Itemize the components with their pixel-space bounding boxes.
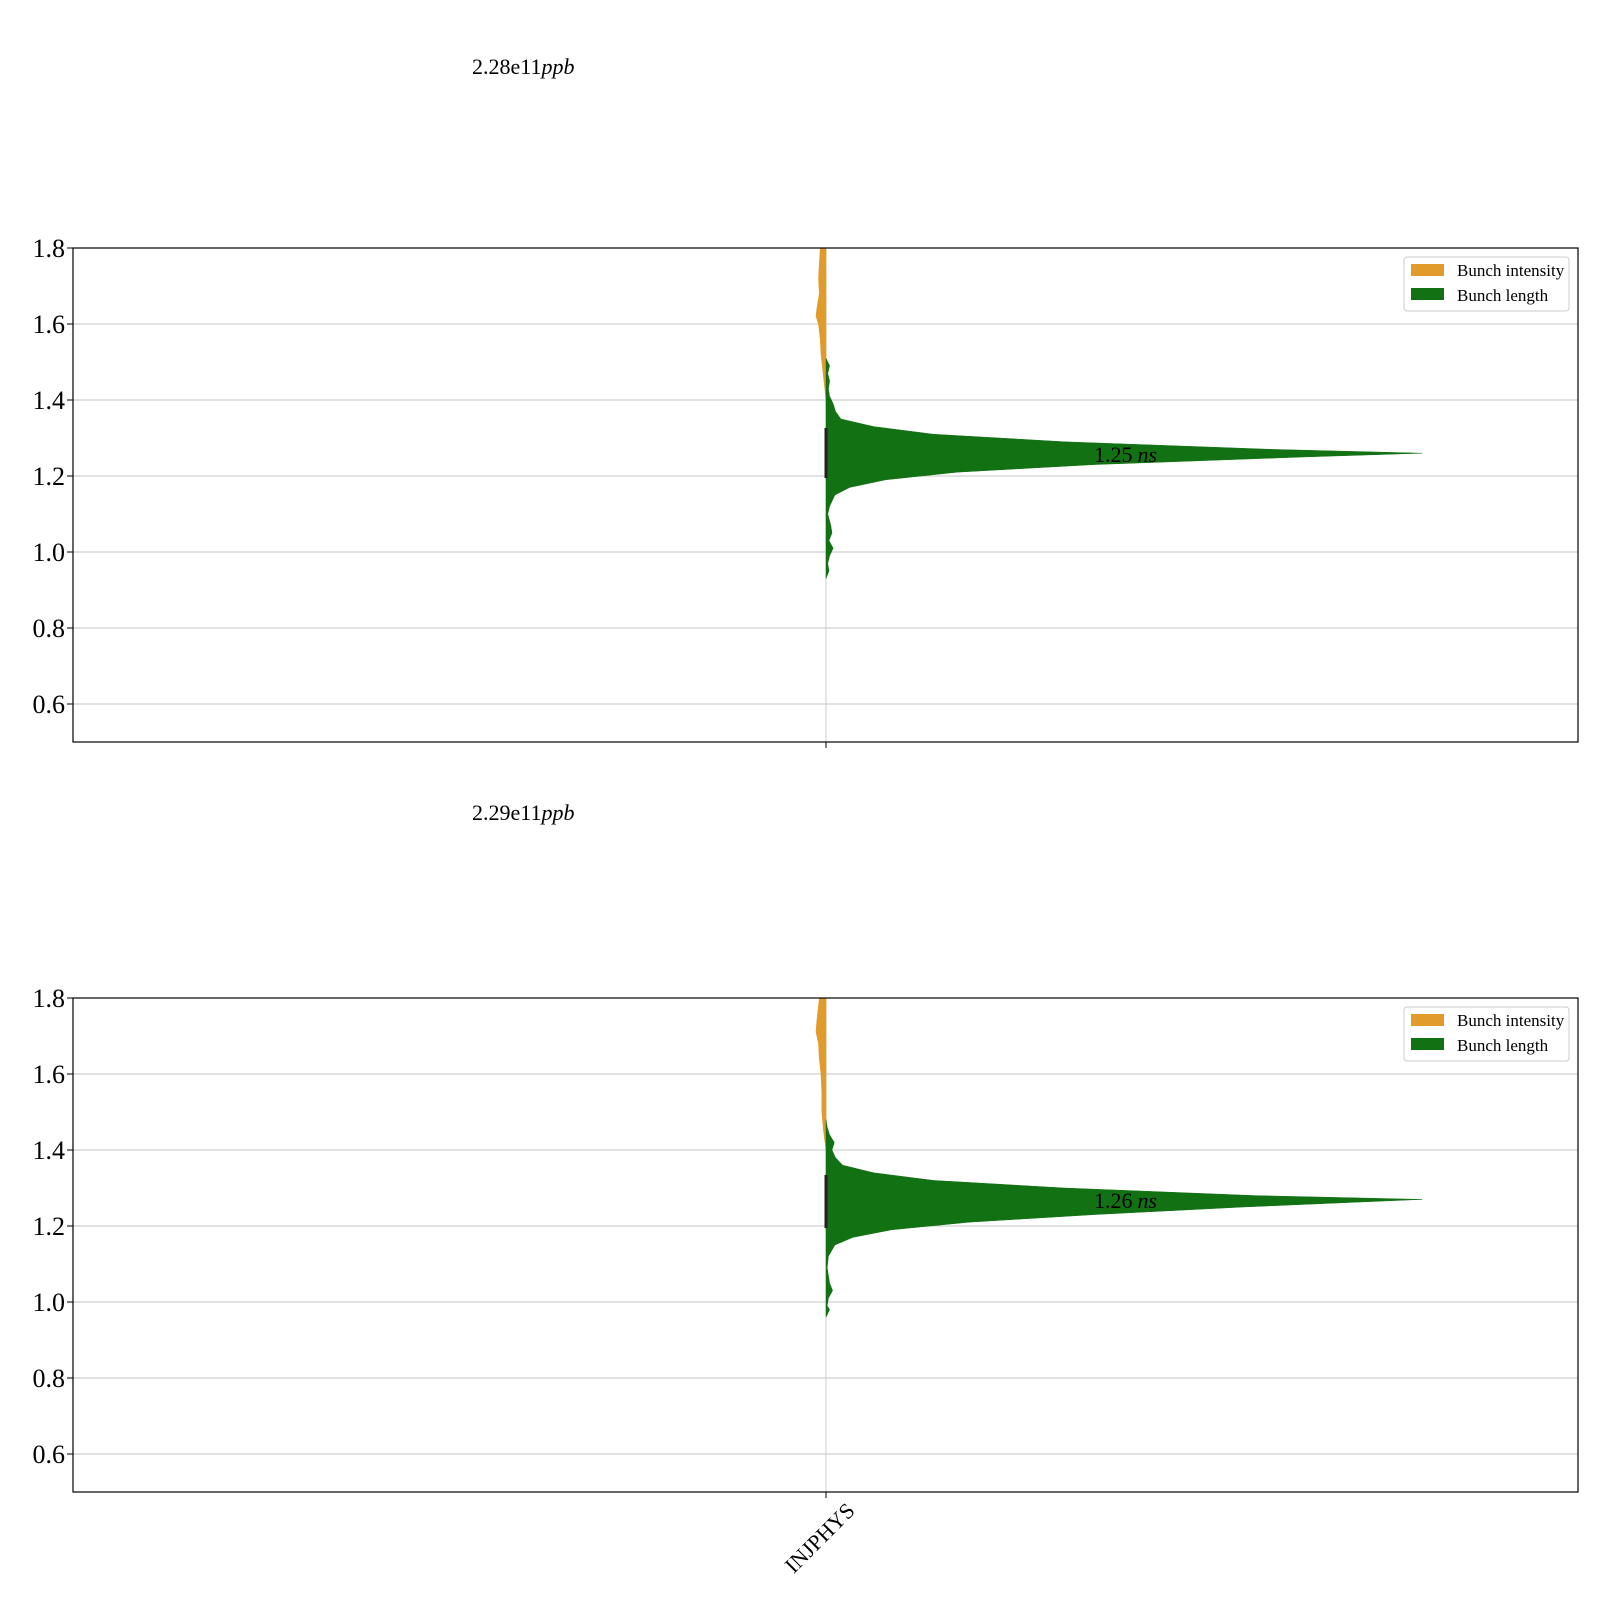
- bunch-length-label: 1.26 ns: [1094, 1188, 1157, 1213]
- legend-box: [1403, 256, 1570, 312]
- bunch-length-label-unit: ns: [1138, 442, 1158, 467]
- legend-swatch-bunch-intensity: [1411, 1014, 1444, 1026]
- y-axis-ticks: 0.6 0.8 1.0 1.2 1.4 1.6 1.8: [33, 234, 73, 719]
- y-tick-label: 1.8: [33, 984, 66, 1013]
- y-tick-label: 0.6: [33, 690, 66, 719]
- y-tick-label: 1.6: [33, 310, 66, 339]
- chart-panel-2: 2.29e11ppb 0.60.81.01.21.41.61.8 1.26 ns …: [33, 800, 1579, 1578]
- y-tick-label: 0.8: [33, 614, 66, 643]
- bunch-length-violin: [825, 358, 1423, 579]
- legend-swatch-bunch-length: [1411, 1038, 1444, 1050]
- legend: Bunch intensity Bunch length: [1403, 1006, 1570, 1062]
- y-tick-label: 1.6: [33, 1060, 66, 1089]
- y-tick-label: 1.8: [33, 234, 66, 263]
- annotation-value: 2.29e11: [472, 800, 541, 825]
- bunch-length-label-unit: ns: [1138, 1188, 1158, 1213]
- y-tick-label: 1.2: [33, 1212, 66, 1241]
- legend-label-bunch-intensity: Bunch intensity: [1457, 261, 1565, 280]
- y-tick-label: 1.4: [33, 386, 66, 415]
- legend-label-bunch-length: Bunch length: [1457, 1036, 1549, 1055]
- bunch-length-violin: [825, 1119, 1423, 1318]
- legend-swatch-bunch-intensity: [1411, 264, 1444, 276]
- bunch-length-label-value: 1.26: [1094, 1188, 1133, 1213]
- bunch-length-label-value: 1.25: [1094, 442, 1133, 467]
- y-tick-label: 0.6: [33, 1440, 66, 1469]
- legend: Bunch intensity Bunch length: [1403, 256, 1570, 312]
- y-axis-ticks: 0.6 0.8 1.0 1.2 1.4 1.6 1.8: [33, 984, 73, 1469]
- y-tick-label: 1.4: [33, 1136, 66, 1165]
- y-tick-label: 1.0: [33, 1288, 66, 1317]
- legend-swatch-bunch-length: [1411, 288, 1444, 300]
- panel-annotation: 2.29e11ppb: [472, 800, 574, 825]
- chart-panel-1: 2.28e11ppb 0.60.81.01.21.41.61.8 1.25 ns …: [33, 54, 1579, 748]
- y-tick-label: 0.8: [33, 1364, 66, 1393]
- legend-label-bunch-length: Bunch length: [1457, 286, 1549, 305]
- legend-box: [1403, 1006, 1570, 1062]
- y-tick-label: 1.2: [33, 462, 66, 491]
- panel-annotation: 2.28e11ppb: [472, 54, 574, 79]
- annotation-unit: ppb: [539, 54, 574, 79]
- bunch-length-label: 1.25 ns: [1094, 442, 1157, 467]
- legend-label-bunch-intensity: Bunch intensity: [1457, 1011, 1565, 1030]
- annotation-unit: ppb: [539, 800, 574, 825]
- annotation-value: 2.28e11: [472, 54, 541, 79]
- y-tick-label: 1.0: [33, 538, 66, 567]
- x-tick-label-injphys: INJPHYS: [780, 1498, 860, 1578]
